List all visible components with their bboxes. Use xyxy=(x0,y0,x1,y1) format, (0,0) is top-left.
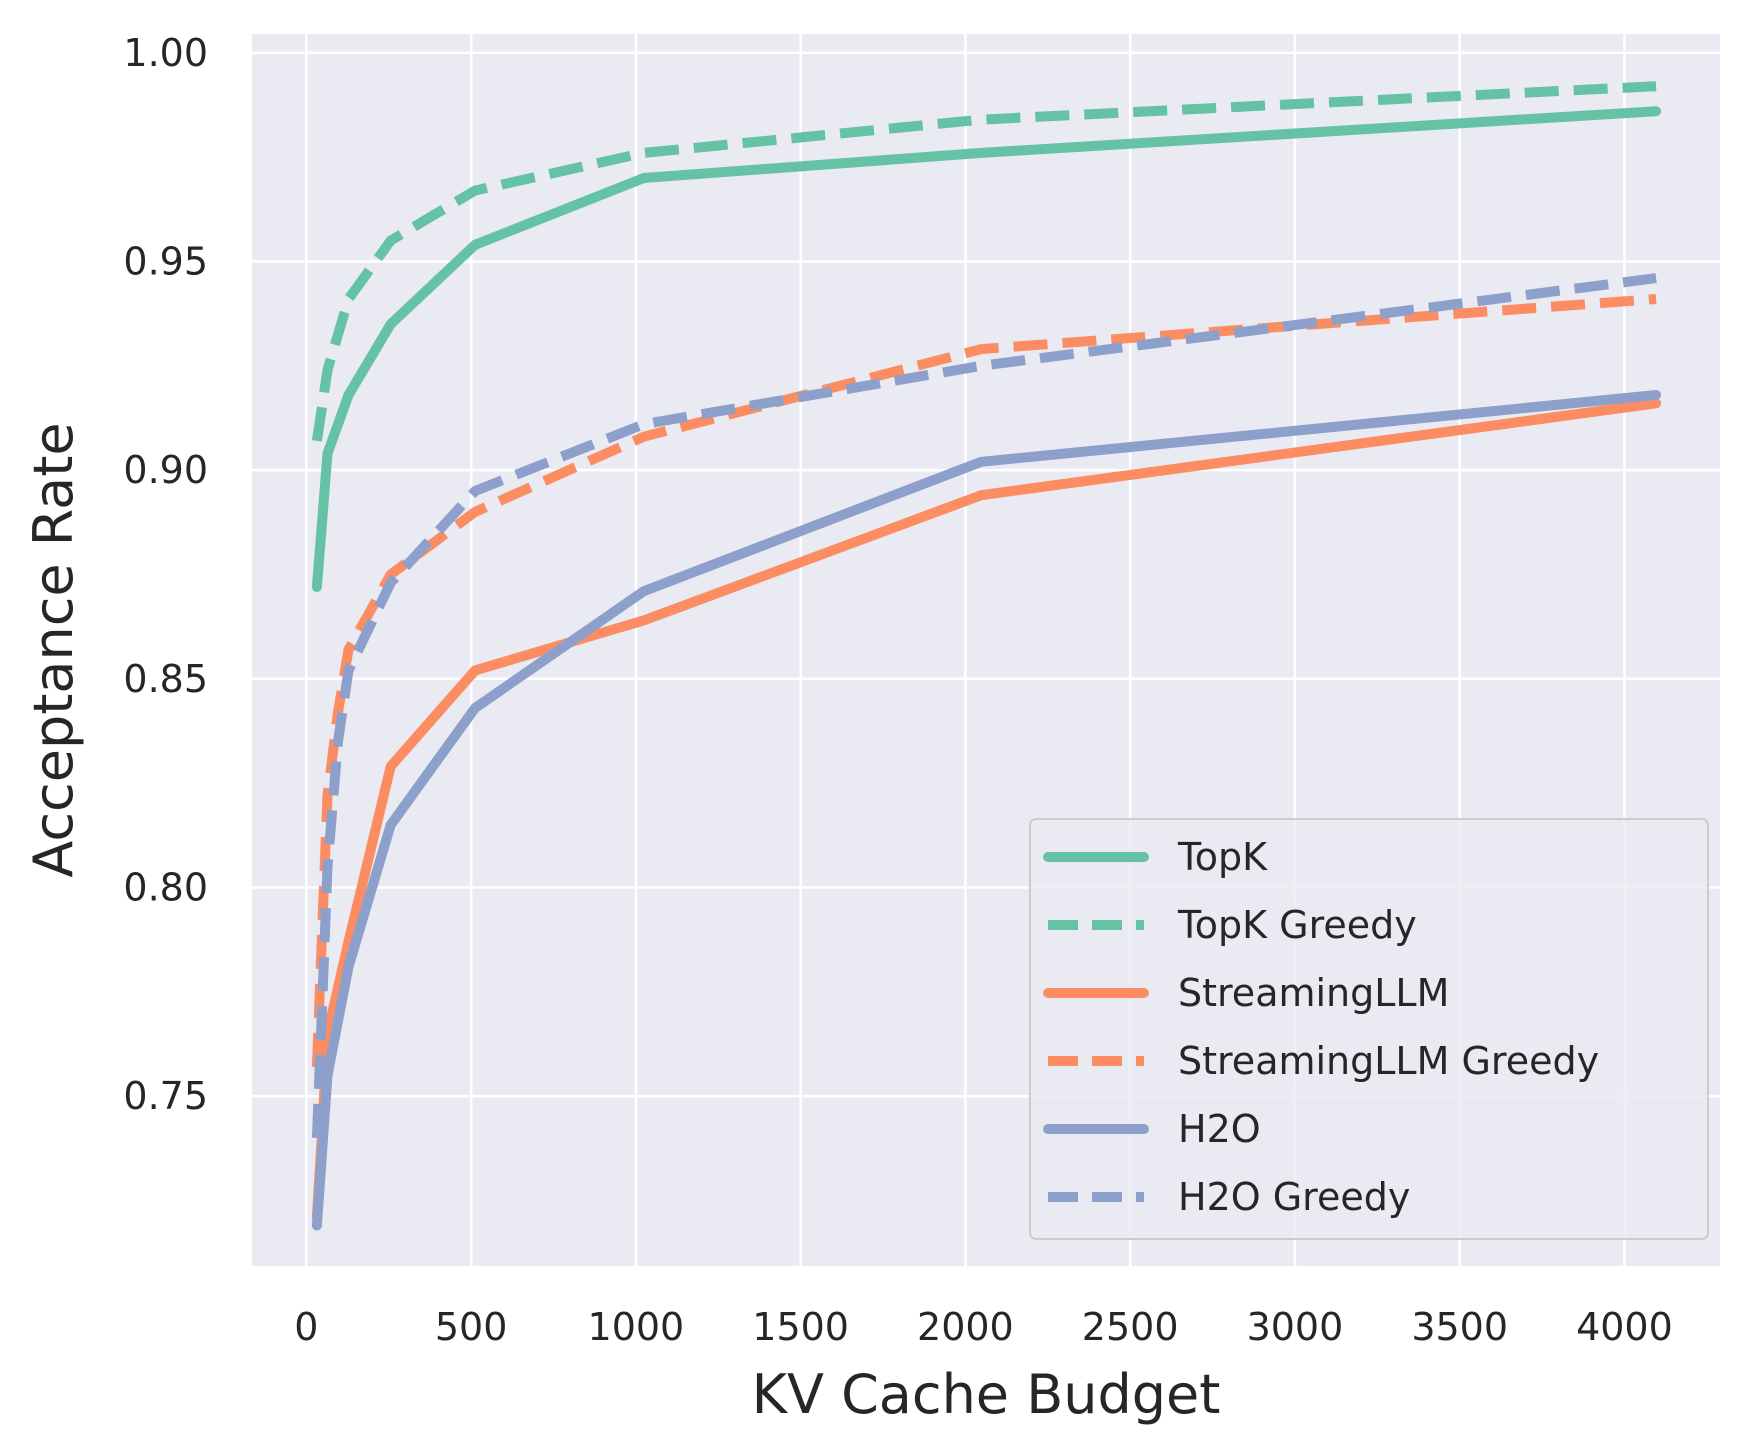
x-axis-label: KV Cache Budget xyxy=(752,1363,1221,1426)
series-h2o-greedy-line xyxy=(311,273,1657,1139)
legend-label-topk-greedy: TopK Greedy xyxy=(1177,903,1417,947)
x-tick-label: 2000 xyxy=(917,1305,1014,1349)
legend-label-h2o: H2O xyxy=(1178,1107,1261,1151)
x-tick-label: 3000 xyxy=(1247,1305,1344,1349)
y-tick-label: 1.00 xyxy=(123,31,208,75)
legend-label-streamingllm-greedy: StreamingLLM Greedy xyxy=(1178,1039,1599,1083)
y-axis-label: Acceptance Rate xyxy=(22,422,85,877)
y-tick-labels: 0.75 0.80 0.85 0.90 0.95 1.00 xyxy=(123,31,208,1118)
x-tick-label: 2500 xyxy=(1082,1305,1179,1349)
series-h2o-line xyxy=(311,390,1662,1231)
y-tick-label: 0.85 xyxy=(123,657,208,701)
x-tick-label: 4000 xyxy=(1576,1305,1673,1349)
legend-box xyxy=(1029,818,1709,1240)
x-tick-labels: 0 500 1000 1500 2000 2500 3000 3500 4000 xyxy=(294,1305,1673,1349)
x-tick-label: 1500 xyxy=(752,1305,849,1349)
legend-label-topk: TopK xyxy=(1177,835,1268,879)
x-tick-label: 0 xyxy=(294,1305,318,1349)
x-tick-label: 500 xyxy=(435,1305,508,1349)
legend-label-streamingllm: StreamingLLM xyxy=(1178,971,1449,1015)
legend-label-h2o-greedy: H2O Greedy xyxy=(1178,1175,1410,1219)
series-lines xyxy=(311,81,1662,1231)
legend: TopK TopK Greedy StreamingLLM StreamingLLM … xyxy=(1029,818,1709,1240)
y-tick-label: 0.75 xyxy=(123,1074,208,1118)
x-tick-label: 3500 xyxy=(1411,1305,1508,1349)
y-tick-label: 0.80 xyxy=(123,865,208,909)
y-tick-label: 0.95 xyxy=(123,239,208,283)
series-topk-line xyxy=(311,106,1662,592)
x-tick-label: 1000 xyxy=(588,1305,685,1349)
series-topk-greedy-line xyxy=(311,81,1657,442)
y-tick-label: 0.90 xyxy=(123,448,208,492)
